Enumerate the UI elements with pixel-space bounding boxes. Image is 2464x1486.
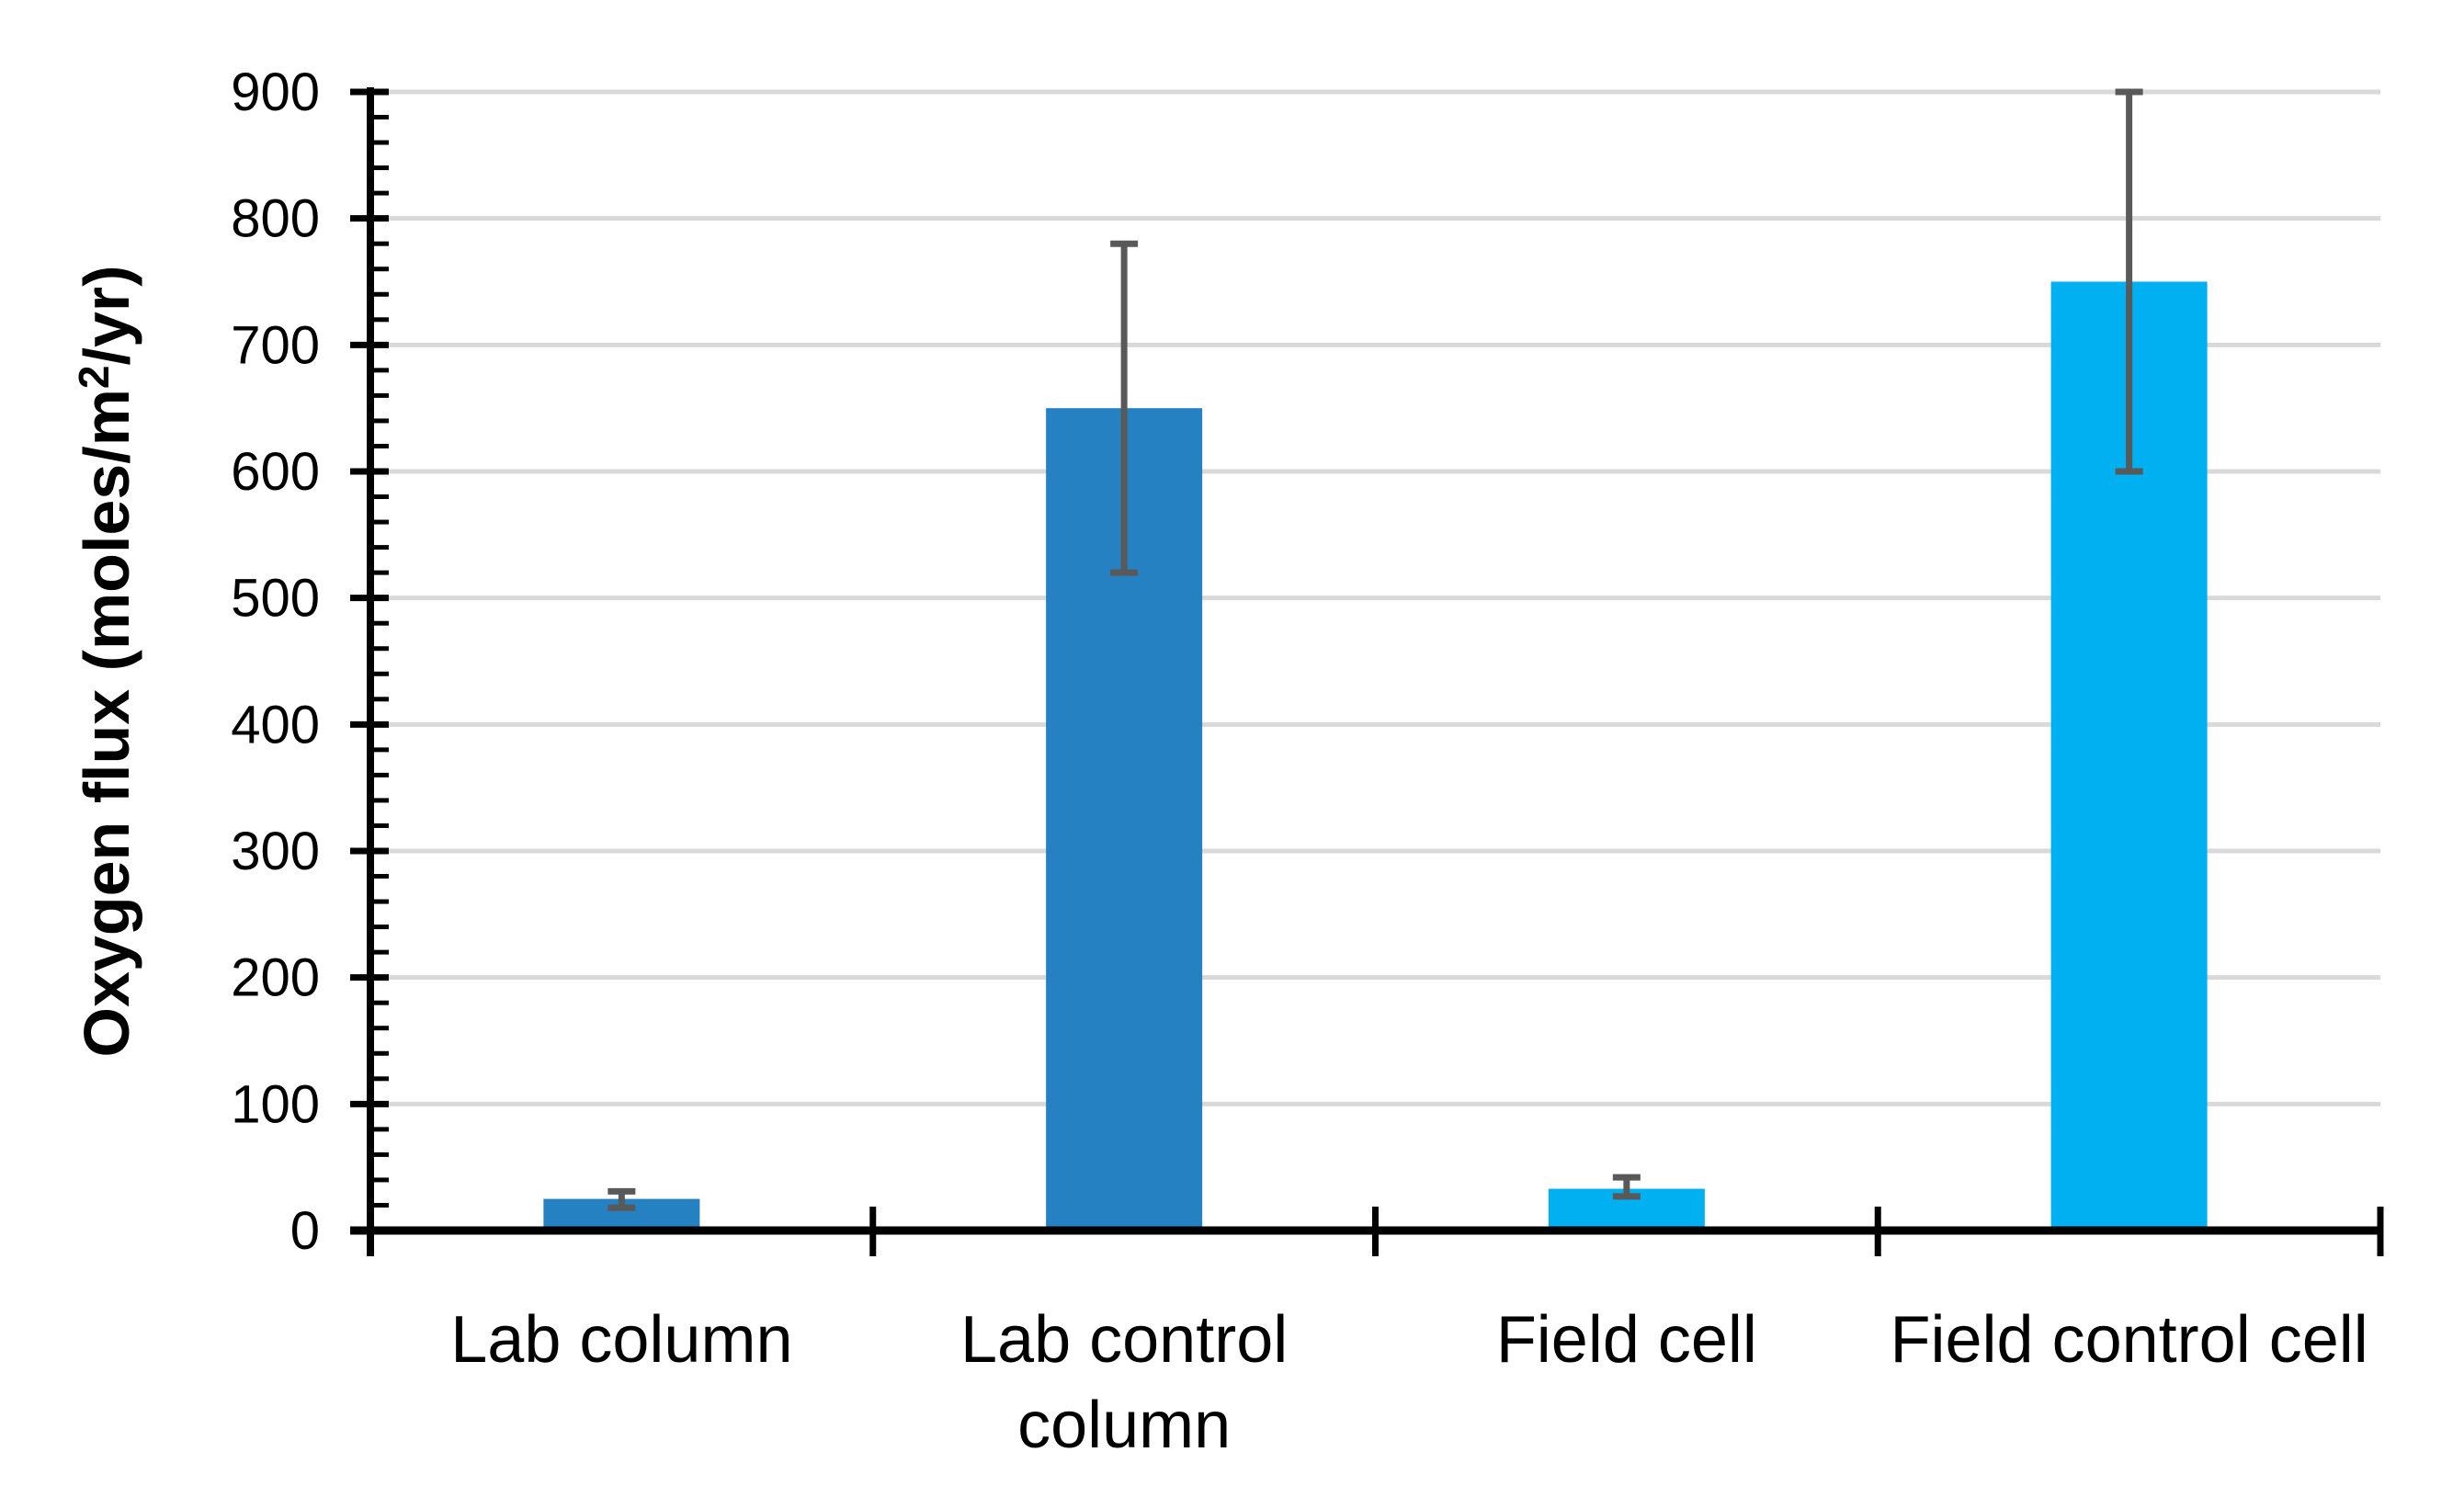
x-category-label: Field control cell [1891,1303,2368,1377]
x-category-label: Field cell [1496,1303,1757,1377]
y-axis-title: Oxygen flux (moles/m2/yr) [70,266,142,1058]
y-tick-label: 800 [231,189,320,249]
x-category-label: Lab column [450,1303,792,1377]
y-tick-label: 100 [231,1074,320,1134]
y-tick-label: 400 [231,695,320,754]
y-tick-label: 0 [290,1201,320,1261]
y-tick-label: 600 [231,442,320,502]
y-tick-label: 200 [231,948,320,1008]
y-tick-label: 900 [231,62,320,122]
y-tick-label: 300 [231,822,320,881]
y-tick-label: 500 [231,569,320,629]
x-category-label: Lab control [960,1303,1288,1377]
y-tick-label: 700 [231,315,320,375]
x-category-label: column [1017,1389,1231,1462]
